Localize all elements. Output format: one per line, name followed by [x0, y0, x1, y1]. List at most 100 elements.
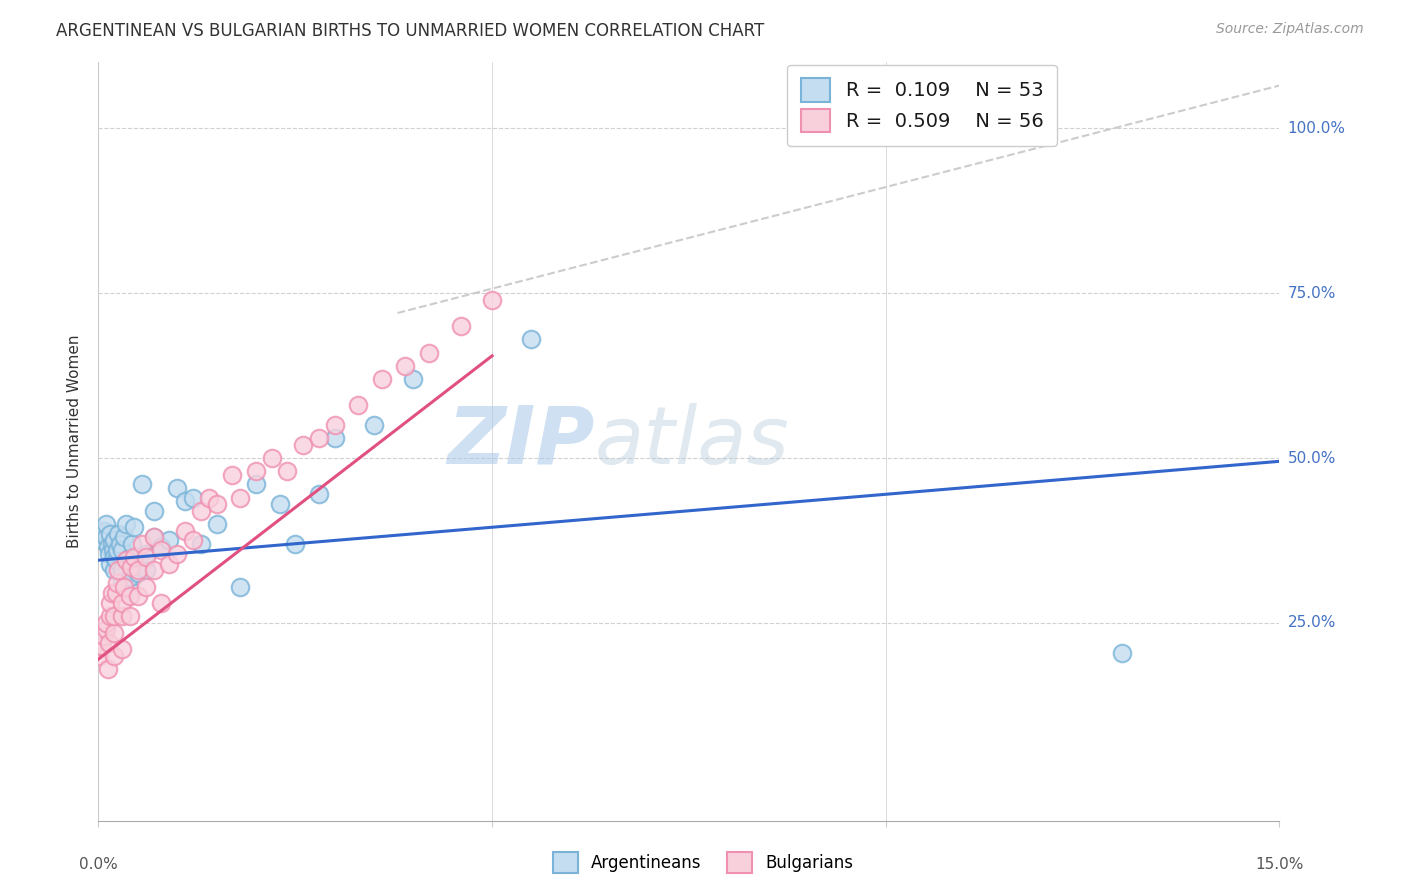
Point	[118, 582, 141, 597]
Point	[121, 537, 143, 551]
Point	[112, 530, 135, 544]
Point	[127, 566, 149, 581]
Point	[229, 491, 252, 505]
Point	[111, 642, 134, 657]
Point	[96, 623, 118, 637]
Point	[101, 537, 124, 551]
Text: 25.0%: 25.0%	[1288, 615, 1336, 631]
Point	[93, 629, 115, 643]
Point	[229, 580, 252, 594]
Point	[363, 418, 385, 433]
Point	[91, 533, 114, 548]
Point	[150, 596, 173, 610]
Point	[142, 530, 165, 544]
Point	[90, 639, 112, 653]
Point	[117, 553, 139, 567]
Point	[98, 557, 121, 571]
Point	[104, 553, 127, 567]
Point	[96, 530, 118, 544]
Text: ZIP: ZIP	[447, 402, 595, 481]
Point	[166, 481, 188, 495]
Text: ARGENTINEAN VS BULGARIAN BIRTHS TO UNMARRIED WOMEN CORRELATION CHART: ARGENTINEAN VS BULGARIAN BIRTHS TO UNMAR…	[56, 22, 765, 40]
Point	[308, 487, 330, 501]
Point	[121, 559, 143, 574]
Point	[135, 580, 157, 594]
Point	[371, 372, 394, 386]
Point	[481, 293, 503, 307]
Point	[112, 580, 135, 594]
Point	[131, 537, 153, 551]
Point	[96, 615, 118, 630]
Point	[181, 491, 204, 505]
Point	[150, 540, 173, 554]
Point	[142, 563, 165, 577]
Point	[205, 516, 228, 531]
Point	[103, 533, 125, 548]
Legend: Argentineans, Bulgarians: Argentineans, Bulgarians	[547, 846, 859, 880]
Point	[174, 494, 197, 508]
Point	[402, 372, 425, 386]
Point	[103, 648, 125, 663]
Point	[142, 504, 165, 518]
Point	[118, 549, 141, 564]
Text: 100.0%: 100.0%	[1288, 121, 1346, 136]
Point	[323, 418, 346, 433]
Point	[127, 549, 149, 564]
Point	[111, 543, 134, 558]
Point	[174, 524, 197, 538]
Point	[269, 497, 291, 511]
Point	[98, 526, 121, 541]
Text: 0.0%: 0.0%	[79, 857, 118, 871]
Point	[118, 570, 141, 584]
Text: Source: ZipAtlas.com: Source: ZipAtlas.com	[1216, 22, 1364, 37]
Point	[276, 464, 298, 478]
Y-axis label: Births to Unmarried Women: Births to Unmarried Women	[67, 334, 83, 549]
Point	[450, 319, 472, 334]
Point	[105, 543, 128, 558]
Point	[131, 477, 153, 491]
Point	[157, 557, 180, 571]
Point	[418, 345, 440, 359]
Point	[135, 563, 157, 577]
Point	[111, 576, 134, 591]
Text: atlas: atlas	[595, 402, 789, 481]
Point	[93, 524, 115, 538]
Point	[97, 635, 120, 649]
Point	[105, 576, 128, 591]
Point	[103, 609, 125, 624]
Point	[284, 537, 307, 551]
Point	[96, 516, 118, 531]
Point	[101, 543, 124, 558]
Point	[98, 596, 121, 610]
Point	[127, 590, 149, 604]
Point	[97, 540, 120, 554]
Point	[108, 537, 131, 551]
Point	[221, 467, 243, 482]
Point	[347, 398, 370, 412]
Point	[104, 586, 127, 600]
Point	[197, 491, 219, 505]
Text: 50.0%: 50.0%	[1288, 450, 1336, 466]
Point	[101, 586, 124, 600]
Point	[135, 547, 157, 561]
Point	[142, 530, 165, 544]
Point	[323, 431, 346, 445]
Point	[205, 497, 228, 511]
Point	[103, 563, 125, 577]
Point	[118, 590, 141, 604]
Point	[111, 609, 134, 624]
Point	[122, 520, 145, 534]
Point	[394, 359, 416, 373]
Point	[150, 543, 173, 558]
Legend: R =  0.109    N = 53, R =  0.509    N = 56: R = 0.109 N = 53, R = 0.509 N = 56	[787, 64, 1057, 146]
Point	[520, 332, 543, 346]
Point	[190, 504, 212, 518]
Point	[115, 553, 138, 567]
Point	[107, 526, 129, 541]
Point	[118, 609, 141, 624]
Point	[90, 526, 112, 541]
Point	[97, 662, 120, 676]
Point	[98, 609, 121, 624]
Point	[103, 625, 125, 640]
Text: 75.0%: 75.0%	[1288, 285, 1336, 301]
